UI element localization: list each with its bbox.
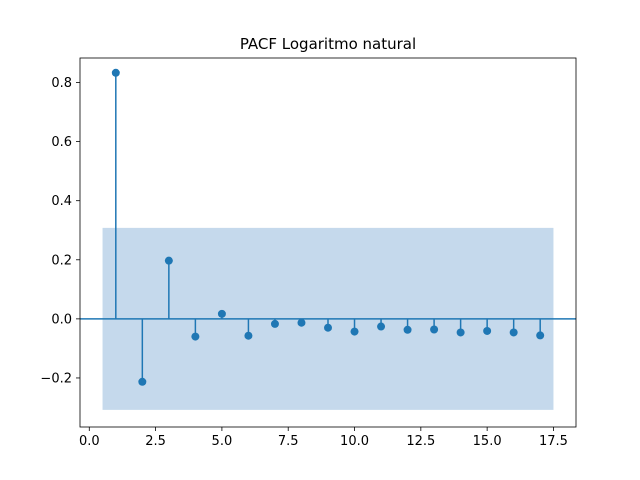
x-tick-label: 2.5: [145, 434, 166, 449]
y-tick-label: 0.8: [51, 76, 72, 91]
y-tick-label: 0.2: [51, 253, 72, 268]
stem-marker: [536, 331, 545, 340]
y-tick-label: 0.0: [51, 312, 72, 327]
stem-marker: [111, 68, 120, 77]
stem-marker: [270, 319, 279, 328]
x-tick-label: 7.5: [278, 434, 299, 449]
y-tick-label: −0.2: [40, 371, 72, 386]
stem-marker: [509, 328, 518, 337]
y-tick-label: 0.6: [51, 135, 72, 150]
y-tick-label: 0.4: [51, 194, 72, 209]
x-tick-label: 5.0: [212, 434, 233, 449]
stem-marker: [164, 256, 173, 265]
axes-frame: [79, 57, 577, 428]
plot-area: 0.0 2.5 5.0 7.5 10.0 12.5 15.0 17.5 −0.2 0.0 0.2 0.…: [40, 57, 577, 449]
stem-marker: [350, 327, 359, 336]
stem-marker: [217, 309, 226, 318]
stem-marker: [297, 318, 306, 327]
stem-marker: [138, 377, 147, 386]
x-tick-label: 10.0: [340, 434, 369, 449]
stem-marker: [244, 331, 253, 340]
x-tick-label: 15.0: [473, 434, 502, 449]
stem-marker: [430, 325, 439, 334]
x-tick-label: 12.5: [406, 434, 435, 449]
stem-marker: [191, 332, 200, 341]
stem-marker: [403, 325, 412, 334]
stem-marker: [456, 328, 465, 337]
stem-marker: [377, 322, 386, 331]
x-tick-label: 17.5: [539, 434, 568, 449]
chart-title: PACF Logaritmo natural: [240, 35, 416, 53]
stem-marker: [324, 323, 332, 332]
stem-marker: [483, 326, 492, 335]
x-tick-label: 0.0: [79, 434, 100, 449]
